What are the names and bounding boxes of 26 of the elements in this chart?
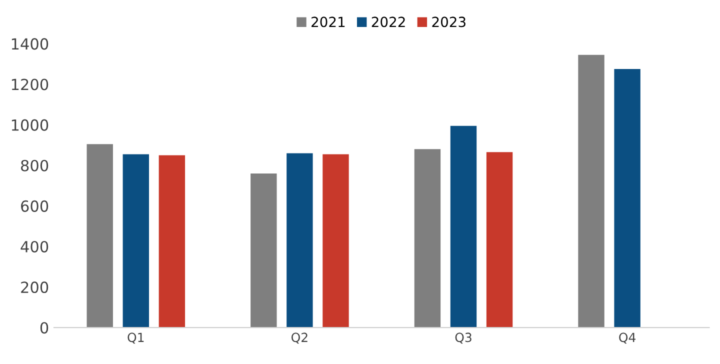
x-tick-label: Q2 bbox=[292, 332, 308, 344]
y-tick-label: 600 bbox=[21, 200, 48, 212]
legend-label: 2021 bbox=[312, 16, 345, 28]
y-tick-label: 200 bbox=[21, 282, 48, 294]
bar bbox=[250, 173, 277, 328]
bar bbox=[122, 154, 150, 328]
y-tick-label: 400 bbox=[20, 240, 48, 252]
x-tick-label: Q4 bbox=[619, 332, 636, 344]
bar bbox=[286, 153, 313, 328]
bar bbox=[614, 69, 640, 328]
y-tick-label: 1000 bbox=[12, 119, 48, 131]
legend-label: 2022 bbox=[372, 16, 405, 28]
y-tick-label: 1200 bbox=[12, 78, 48, 90]
y-tick-label: 0 bbox=[40, 322, 48, 334]
bar bbox=[322, 154, 349, 328]
x-tick-label: Q3 bbox=[455, 332, 472, 344]
bar bbox=[486, 152, 513, 328]
bar bbox=[578, 54, 604, 328]
legend-label: 2023 bbox=[432, 16, 466, 28]
bar bbox=[414, 149, 441, 328]
bar bbox=[158, 155, 186, 328]
bar bbox=[450, 126, 477, 328]
x-tick-label: Q1 bbox=[128, 332, 144, 344]
bar bbox=[86, 144, 113, 328]
y-tick-label: 800 bbox=[21, 160, 48, 172]
y-tick-label: 1400 bbox=[12, 38, 48, 50]
